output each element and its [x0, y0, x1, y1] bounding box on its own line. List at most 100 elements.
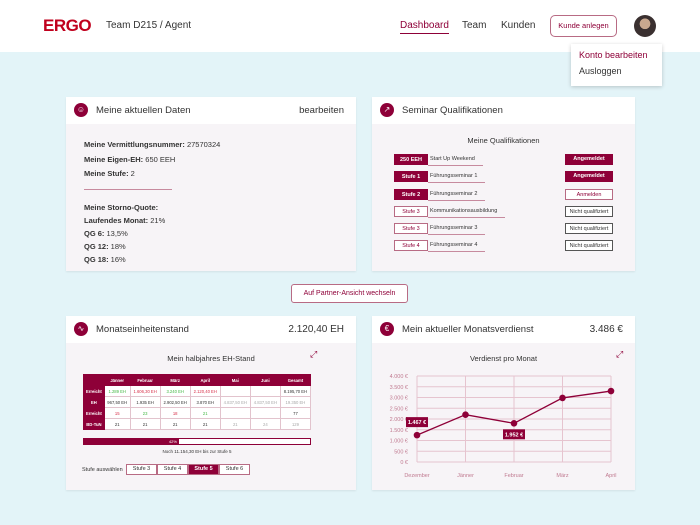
- remaining-text: Noch 11.154,30 EH bis zur Stufe 5: [162, 449, 232, 454]
- kunde-anlegen-button[interactable]: Kunde anlegen: [550, 15, 617, 37]
- y-tick-label: 2.000 €: [390, 417, 408, 423]
- stufe-button[interactable]: Stufe 4: [157, 464, 188, 475]
- stufe-button[interactable]: Stufe 3: [126, 464, 157, 475]
- y-tick-label: 3.500 €: [390, 385, 408, 391]
- qualification-row: Stufe 4 Führungsseminar 4 Nicht qualifizie…: [372, 240, 635, 257]
- column-header: Juni: [249, 374, 281, 386]
- data-value: 13,5%: [104, 229, 128, 238]
- trend-icon: ∿: [74, 322, 88, 336]
- column-header: März: [159, 374, 191, 386]
- menu-konto-bearbeiten[interactable]: Konto bearbeiten: [579, 50, 648, 60]
- earnings-chart: 0 € 500 € 1.000 € 1.500 € 2.000 € 2.500 € 3.00…: [390, 374, 617, 479]
- table-cell: 2.902,50 EH: [159, 396, 191, 408]
- level-tag: Stufe 1: [394, 171, 428, 183]
- divider: [84, 189, 172, 190]
- column-header: Gesamt: [279, 374, 312, 386]
- data-key: Meine Eigen-EH:: [84, 154, 144, 164]
- data-point[interactable]: [462, 411, 469, 418]
- table-cell: 1.289 EH: [103, 385, 131, 397]
- table-cell: 77: [279, 407, 312, 419]
- storno-title: Meine Storno-Quote:: [84, 203, 159, 212]
- status-button[interactable]: Anmelden: [565, 188, 613, 200]
- table-cell: 8.195,70 EH: [279, 385, 312, 397]
- status-button: Nicht qualifiziert: [565, 205, 613, 217]
- eh-card: ∿ Monatseinheitenstand 2.120,40 EH Mein ha…: [66, 316, 356, 490]
- table-cell: 3.240 EH: [159, 385, 191, 397]
- y-tick-label: 1.000 €: [390, 439, 408, 445]
- data-row: QG 12: 18%: [84, 240, 338, 253]
- data-key: Laufendes Monat:: [84, 216, 149, 225]
- stufe-button[interactable]: Stufe 5: [188, 464, 219, 475]
- x-tick-label: Dezember: [404, 473, 430, 479]
- qualification-row: Stufe 2 Führungsseminar 2 Anmelden: [372, 188, 635, 206]
- y-tick-label: 4.000 €: [390, 374, 408, 380]
- data-value: 2: [128, 169, 135, 178]
- data-key: QG 12:: [84, 242, 109, 251]
- partner-view-button[interactable]: Auf Partner-Ansicht wechseln: [291, 284, 408, 303]
- earnings-card: € Mein aktueller Monatsverdienst 3.486 € V…: [372, 316, 635, 490]
- data-point[interactable]: [607, 387, 615, 395]
- eh-table: Jänner Februar März April Mai Juni Gesamt Errei…: [83, 374, 312, 430]
- user-menu: Konto bearbeiten Ausloggen: [571, 44, 662, 86]
- table-cell: 21: [189, 407, 221, 419]
- card-title: Meine aktuellen Daten: [96, 105, 191, 116]
- data-point[interactable]: [559, 394, 566, 402]
- data-label-box: [503, 429, 525, 440]
- data-list: Meine Vermittlungsnummer: 27570324 Meine …: [66, 124, 356, 280]
- menu-ausloggen[interactable]: Ausloggen: [579, 66, 622, 76]
- seminar-name: Führungsseminar 4: [428, 240, 486, 253]
- column-header: April: [189, 374, 221, 386]
- data-key: Meine Vermittlungsnummer:: [84, 140, 185, 149]
- money-icon: €: [380, 322, 394, 336]
- data-row: QG 6: 13,5%: [84, 227, 338, 240]
- seminar-name: Führungsseminar 3: [428, 223, 486, 236]
- data-value: 16%: [108, 255, 126, 264]
- nav-kunden[interactable]: Kunden: [501, 20, 536, 31]
- data-point[interactable]: [510, 420, 518, 427]
- card-title: Mein aktueller Monatsverdienst: [402, 324, 534, 335]
- status-button: Angemeldet: [565, 171, 613, 183]
- progress-bar: 42%: [83, 438, 311, 445]
- table-cell: 21: [129, 418, 161, 430]
- seminar-name: Kommunikationsausbildung: [428, 206, 506, 218]
- data-value: 650 EEH: [143, 154, 176, 164]
- row-label: Erreicht: [83, 385, 105, 397]
- stufe-label: Stufe auswählen: [82, 467, 123, 473]
- table-cell: 4.837,50 EH: [249, 396, 281, 408]
- data-label-box: [406, 417, 428, 428]
- row-label: BD-TuN: [83, 418, 105, 430]
- data-card: ☺ Meine aktuellen Daten bearbeiten Meine V…: [66, 97, 356, 271]
- card-title: Seminar Qualifikationen: [402, 105, 503, 116]
- table-cell: [219, 407, 251, 419]
- status-button: Angemeldet: [565, 154, 613, 165]
- column-header: Mai: [219, 374, 251, 386]
- data-value: 21%: [148, 216, 166, 225]
- edit-link[interactable]: bearbeiten: [299, 105, 344, 116]
- y-tick-label: 1.500 €: [390, 428, 408, 434]
- qualifications-title: Meine Qualifikationen: [467, 136, 540, 145]
- table-cell: 21: [159, 418, 191, 430]
- table-cell: 967,50 EH: [103, 396, 131, 408]
- stufe-button[interactable]: Stufe 6: [219, 464, 250, 475]
- data-point[interactable]: [413, 431, 421, 439]
- status-button: Nicht qualifiziert: [565, 240, 613, 252]
- y-tick-label: 2.500 €: [390, 406, 408, 412]
- table-cell: 21: [189, 418, 221, 430]
- nav-team[interactable]: Team: [462, 20, 487, 31]
- table-cell: [249, 385, 281, 397]
- table-cell: 19.350 EH: [279, 396, 312, 408]
- data-key: QG 6:: [84, 229, 105, 238]
- eh-value: 2.120,40 EH: [288, 324, 344, 335]
- expand-icon[interactable]: ⤢: [616, 349, 624, 359]
- table-cell: 24: [249, 418, 281, 430]
- table-cell: 15: [103, 407, 131, 419]
- nav-dashboard[interactable]: Dashboard: [400, 20, 449, 34]
- expand-icon[interactable]: ⤢: [310, 349, 318, 359]
- avatar[interactable]: [634, 15, 656, 37]
- table-cell: 18: [159, 407, 191, 419]
- table-cell: [219, 385, 251, 397]
- ergo-logo[interactable]: ERGO: [43, 16, 92, 35]
- y-tick-label: 0 €: [400, 460, 408, 466]
- card-title: Monatseinheitenstand: [96, 324, 189, 335]
- data-value: 27570324: [184, 140, 221, 149]
